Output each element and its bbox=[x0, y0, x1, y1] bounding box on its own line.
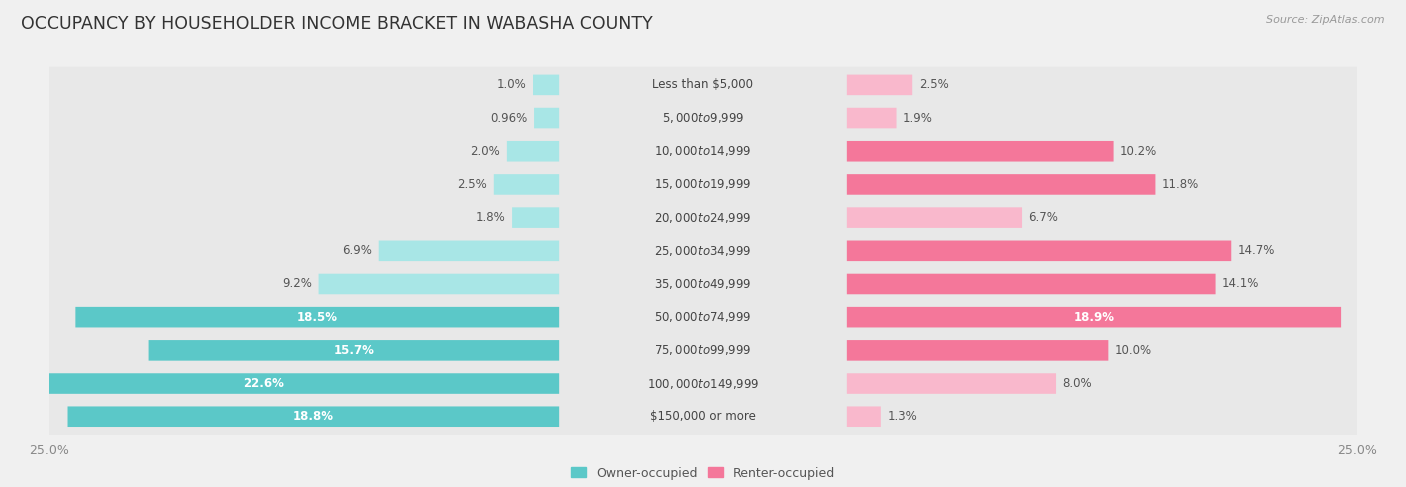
Text: 6.9%: 6.9% bbox=[342, 244, 373, 257]
Text: $150,000 or more: $150,000 or more bbox=[650, 410, 756, 423]
Text: 9.2%: 9.2% bbox=[283, 278, 312, 290]
FancyBboxPatch shape bbox=[149, 340, 560, 361]
Text: 2.0%: 2.0% bbox=[471, 145, 501, 158]
FancyBboxPatch shape bbox=[41, 299, 1365, 336]
FancyBboxPatch shape bbox=[846, 108, 897, 129]
Text: $10,000 to $14,999: $10,000 to $14,999 bbox=[654, 144, 752, 158]
FancyBboxPatch shape bbox=[67, 407, 560, 427]
Text: 1.0%: 1.0% bbox=[496, 78, 526, 92]
FancyBboxPatch shape bbox=[846, 141, 1114, 162]
Text: 14.7%: 14.7% bbox=[1237, 244, 1275, 257]
Text: 1.9%: 1.9% bbox=[903, 112, 934, 125]
FancyBboxPatch shape bbox=[846, 75, 912, 95]
Text: $75,000 to $99,999: $75,000 to $99,999 bbox=[654, 343, 752, 357]
Text: 11.8%: 11.8% bbox=[1161, 178, 1199, 191]
Text: 10.2%: 10.2% bbox=[1121, 145, 1157, 158]
Text: $50,000 to $74,999: $50,000 to $74,999 bbox=[654, 310, 752, 324]
Text: 1.8%: 1.8% bbox=[475, 211, 506, 224]
Text: OCCUPANCY BY HOUSEHOLDER INCOME BRACKET IN WABASHA COUNTY: OCCUPANCY BY HOUSEHOLDER INCOME BRACKET … bbox=[21, 15, 652, 33]
Text: $35,000 to $49,999: $35,000 to $49,999 bbox=[654, 277, 752, 291]
FancyBboxPatch shape bbox=[41, 398, 1365, 435]
FancyBboxPatch shape bbox=[846, 174, 1156, 195]
FancyBboxPatch shape bbox=[41, 166, 1365, 203]
FancyBboxPatch shape bbox=[534, 108, 560, 129]
FancyBboxPatch shape bbox=[846, 207, 1022, 228]
FancyBboxPatch shape bbox=[846, 307, 1341, 327]
FancyBboxPatch shape bbox=[41, 332, 1365, 369]
Text: 22.6%: 22.6% bbox=[243, 377, 284, 390]
Text: $5,000 to $9,999: $5,000 to $9,999 bbox=[662, 111, 744, 125]
Legend: Owner-occupied, Renter-occupied: Owner-occupied, Renter-occupied bbox=[567, 462, 839, 485]
Text: 6.7%: 6.7% bbox=[1029, 211, 1059, 224]
Text: 18.5%: 18.5% bbox=[297, 311, 337, 324]
Text: 10.0%: 10.0% bbox=[1115, 344, 1152, 357]
Text: 15.7%: 15.7% bbox=[333, 344, 374, 357]
Text: 2.5%: 2.5% bbox=[918, 78, 949, 92]
FancyBboxPatch shape bbox=[319, 274, 560, 294]
Text: 2.5%: 2.5% bbox=[457, 178, 488, 191]
FancyBboxPatch shape bbox=[76, 307, 560, 327]
FancyBboxPatch shape bbox=[378, 241, 560, 261]
Text: 0.96%: 0.96% bbox=[491, 112, 527, 125]
Text: 1.3%: 1.3% bbox=[887, 410, 917, 423]
FancyBboxPatch shape bbox=[533, 75, 560, 95]
FancyBboxPatch shape bbox=[512, 207, 560, 228]
Text: $100,000 to $149,999: $100,000 to $149,999 bbox=[647, 376, 759, 391]
FancyBboxPatch shape bbox=[41, 133, 1365, 169]
FancyBboxPatch shape bbox=[846, 407, 880, 427]
FancyBboxPatch shape bbox=[846, 274, 1216, 294]
FancyBboxPatch shape bbox=[41, 266, 1365, 302]
Text: 18.8%: 18.8% bbox=[292, 410, 333, 423]
FancyBboxPatch shape bbox=[41, 67, 1365, 103]
Text: $15,000 to $19,999: $15,000 to $19,999 bbox=[654, 177, 752, 191]
FancyBboxPatch shape bbox=[41, 365, 1365, 402]
Text: $20,000 to $24,999: $20,000 to $24,999 bbox=[654, 210, 752, 225]
FancyBboxPatch shape bbox=[846, 373, 1056, 394]
FancyBboxPatch shape bbox=[41, 100, 1365, 136]
Text: Source: ZipAtlas.com: Source: ZipAtlas.com bbox=[1267, 15, 1385, 25]
FancyBboxPatch shape bbox=[494, 174, 560, 195]
Text: $25,000 to $34,999: $25,000 to $34,999 bbox=[654, 244, 752, 258]
Text: Less than $5,000: Less than $5,000 bbox=[652, 78, 754, 92]
FancyBboxPatch shape bbox=[41, 233, 1365, 269]
FancyBboxPatch shape bbox=[508, 141, 560, 162]
FancyBboxPatch shape bbox=[846, 241, 1232, 261]
FancyBboxPatch shape bbox=[0, 373, 560, 394]
FancyBboxPatch shape bbox=[846, 340, 1108, 361]
Text: 18.9%: 18.9% bbox=[1073, 311, 1115, 324]
Text: 8.0%: 8.0% bbox=[1063, 377, 1092, 390]
FancyBboxPatch shape bbox=[41, 199, 1365, 236]
Text: 14.1%: 14.1% bbox=[1222, 278, 1260, 290]
